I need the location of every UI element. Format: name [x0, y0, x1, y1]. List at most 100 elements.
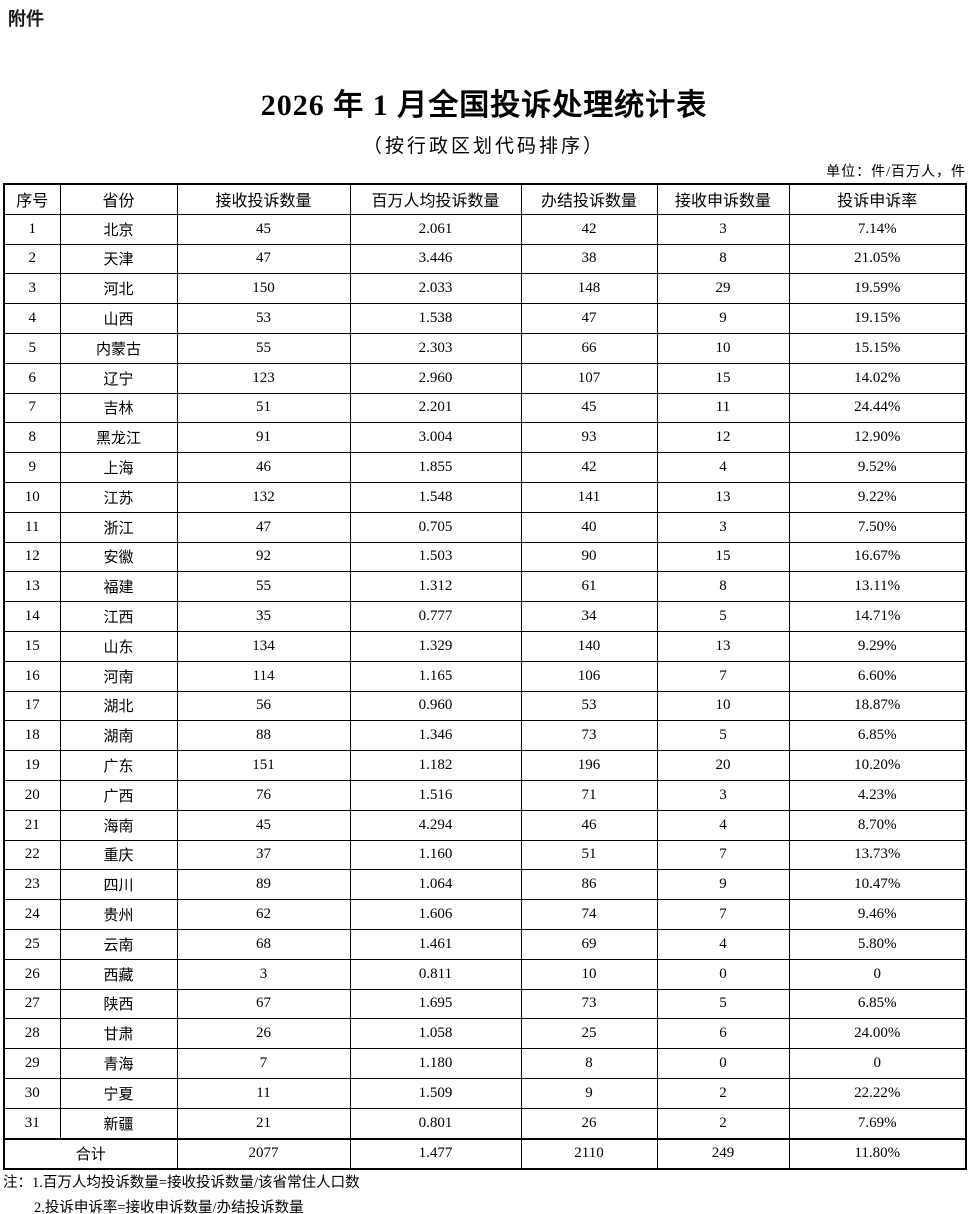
table-cell: 1.160	[349, 839, 522, 871]
table-cell: 13	[656, 630, 790, 662]
table-cell: 浙江	[59, 511, 178, 543]
table-cell: 51	[520, 839, 658, 871]
table-cell: 16.67%	[788, 541, 967, 573]
table-cell: 8	[520, 1048, 658, 1079]
header-row: 序号 省份 接收投诉数量 百万人均投诉数量 办结投诉数量 接收申诉数量 投诉申诉率	[3, 183, 967, 215]
table-cell: 55	[176, 571, 351, 603]
table-cell: 89	[176, 869, 351, 901]
table-row: 8 黑龙江 91 3.004 93 12 12.90%	[3, 422, 967, 454]
table-cell: 7.69%	[788, 1107, 967, 1140]
total-value-cell: 249	[656, 1137, 790, 1170]
table-cell: 29	[656, 273, 790, 305]
table-row: 7 吉林 51 2.201 45 11 24.44%	[3, 392, 967, 424]
table-cell: 73	[520, 988, 658, 1020]
table-cell: 55	[176, 332, 351, 364]
table-cell: 6.60%	[788, 660, 967, 692]
table-cell: 福建	[59, 571, 178, 603]
table-cell: 13.73%	[788, 839, 967, 871]
table-cell: 四川	[59, 869, 178, 901]
table-cell: 106	[520, 660, 658, 692]
table-cell: 广西	[59, 779, 178, 811]
table-cell: 4	[656, 452, 790, 483]
table-cell: 新疆	[59, 1107, 178, 1140]
table-row: 16 河南 114 1.165 106 7 6.60%	[3, 660, 967, 692]
table-cell: 10	[520, 958, 658, 990]
table-cell: 4	[3, 303, 61, 334]
table-cell: 内蒙古	[59, 332, 178, 364]
table-cell: 1.509	[349, 1077, 522, 1109]
total-label-cell: 合计	[3, 1137, 178, 1170]
total-value-cell: 1.477	[349, 1137, 522, 1170]
table-cell: 27	[3, 988, 61, 1020]
table-cell: 4	[656, 928, 790, 960]
table-cell: 12	[3, 541, 61, 573]
table-cell: 28	[3, 1018, 61, 1050]
table-cell: 20	[656, 750, 790, 781]
table-cell: 贵州	[59, 899, 178, 930]
table-cell: 45	[176, 213, 351, 245]
table-cell: 92	[176, 541, 351, 573]
table-cell: 广东	[59, 750, 178, 781]
column-header: 序号	[3, 183, 61, 215]
table-cell: 21	[3, 809, 61, 841]
table-row: 12 安徽 92 1.503 90 15 16.67%	[3, 541, 967, 573]
table-cell: 9.46%	[788, 899, 967, 930]
column-header: 办结投诉数量	[520, 183, 658, 215]
table-cell: 0.705	[349, 511, 522, 543]
table-cell: 10	[656, 332, 790, 364]
table-cell: 7	[656, 839, 790, 871]
table-cell: 15.15%	[788, 332, 967, 364]
table-cell: 10.20%	[788, 750, 967, 781]
table-cell: 陕西	[59, 988, 178, 1020]
table-cell: 26	[520, 1107, 658, 1140]
table-cell: 46	[176, 452, 351, 483]
table-cell: 21	[176, 1107, 351, 1140]
table-cell: 5	[656, 720, 790, 752]
table-cell: 61	[520, 571, 658, 603]
table-cell: 青海	[59, 1048, 178, 1079]
table-cell: 0	[656, 1048, 790, 1079]
table-cell: 7.50%	[788, 511, 967, 543]
table-cell: 2	[656, 1077, 790, 1109]
table-cell: 71	[520, 779, 658, 811]
table-cell: 6.85%	[788, 720, 967, 752]
table-cell: 7	[3, 392, 61, 424]
table-cell: 76	[176, 779, 351, 811]
table-cell: 10.47%	[788, 869, 967, 901]
table-cell: 1.538	[349, 303, 522, 334]
table-cell: 24	[3, 899, 61, 930]
table-cell: 5	[656, 601, 790, 632]
table-cell: 196	[520, 750, 658, 781]
table-cell: 42	[520, 452, 658, 483]
total-value-cell: 2110	[520, 1137, 658, 1170]
table-cell: 13	[3, 571, 61, 603]
table-cell: 46	[520, 809, 658, 841]
table-row: 11 浙江 47 0.705 40 3 7.50%	[3, 511, 967, 543]
table-row: 6 辽宁 123 2.960 107 15 14.02%	[3, 362, 967, 394]
table-cell: 9	[656, 303, 790, 334]
table-cell: 北京	[59, 213, 178, 245]
table-cell: 4.294	[349, 809, 522, 841]
table-row: 23 四川 89 1.064 86 9 10.47%	[3, 869, 967, 901]
table-cell: 甘肃	[59, 1018, 178, 1050]
table-cell: 9	[3, 452, 61, 483]
table-cell: 7	[656, 660, 790, 692]
table-cell: 江苏	[59, 481, 178, 513]
table-cell: 14	[3, 601, 61, 632]
table-cell: 38	[520, 243, 658, 275]
table-row: 10 江苏 132 1.548 141 13 9.22%	[3, 481, 967, 513]
table-row: 13 福建 55 1.312 61 8 13.11%	[3, 571, 967, 603]
table-row: 24 贵州 62 1.606 74 7 9.46%	[3, 899, 967, 930]
table-cell: 1.329	[349, 630, 522, 662]
table-cell: 25	[520, 1018, 658, 1050]
table-cell: 黑龙江	[59, 422, 178, 454]
table-cell: 天津	[59, 243, 178, 275]
table-cell: 河南	[59, 660, 178, 692]
table-row: 25 云南 68 1.461 69 4 5.80%	[3, 928, 967, 960]
total-value-cell: 2077	[176, 1137, 351, 1170]
table-cell: 3	[656, 511, 790, 543]
table-cell: 10	[3, 481, 61, 513]
table-cell: 37	[176, 839, 351, 871]
table-cell: 123	[176, 362, 351, 394]
table-row: 31 新疆 21 0.801 26 2 7.69%	[3, 1107, 967, 1140]
